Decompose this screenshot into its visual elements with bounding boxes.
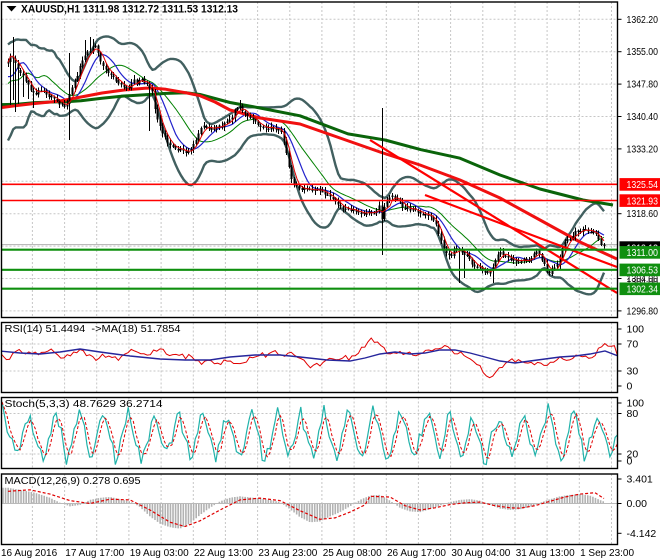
svg-text:1340.40: 1340.40 — [627, 111, 659, 123]
svg-text:1306.53: 1306.53 — [627, 265, 659, 277]
svg-text:1321.93: 1321.93 — [627, 195, 659, 207]
svg-text:1333.20: 1333.20 — [627, 143, 659, 155]
svg-text:1362.20: 1362.20 — [627, 14, 659, 26]
svg-text:1296.80: 1296.80 — [627, 305, 659, 317]
svg-text:1302.34: 1302.34 — [627, 284, 659, 296]
svg-text:1 Sep 23:00: 1 Sep 23:00 — [580, 548, 634, 559]
svg-text:16 Aug 2016: 16 Aug 2016 — [1, 548, 58, 559]
svg-text:0: 0 — [627, 381, 633, 393]
svg-text:23 Aug 23:00: 23 Aug 23:00 — [258, 548, 317, 559]
svg-text:1325.54: 1325.54 — [627, 179, 659, 191]
svg-text:80: 80 — [627, 408, 639, 420]
svg-text:25 Aug 08:00: 25 Aug 08:00 — [323, 548, 382, 559]
svg-text:0: 0 — [627, 456, 633, 468]
svg-text:31 Aug 13:00: 31 Aug 13:00 — [516, 548, 575, 559]
svg-text:20: 20 — [627, 449, 639, 461]
svg-text:17 Aug 17:00: 17 Aug 17:00 — [65, 548, 124, 559]
svg-text:70: 70 — [627, 339, 639, 351]
svg-text:0.00: 0.00 — [627, 498, 648, 510]
svg-text:22 Aug 13:00: 22 Aug 13:00 — [194, 548, 253, 559]
svg-text:30: 30 — [627, 366, 639, 378]
svg-text:XAUUSD,H1 1311.98 1312.72 131: XAUUSD,H1 1311.98 1312.72 1311.53 1312.1… — [21, 4, 238, 16]
svg-text:1355.00: 1355.00 — [627, 46, 659, 58]
svg-text:1311.00: 1311.00 — [627, 247, 659, 259]
svg-text:-4.142: -4.142 — [627, 528, 657, 540]
svg-text:MACD(12,26,9) 0.278 0.695: MACD(12,26,9) 0.278 0.695 — [5, 476, 141, 487]
svg-text:1318.60: 1318.60 — [627, 208, 659, 220]
svg-text:RSI(14) 51.4494 ->MA(18) 51.7: RSI(14) 51.4494 ->MA(18) 51.7854 — [5, 324, 181, 335]
svg-text:Stoch(5,3,3) 48.7629 36.2714: Stoch(5,3,3) 48.7629 36.2714 — [5, 399, 164, 410]
svg-text:26 Aug 17:00: 26 Aug 17:00 — [387, 548, 446, 559]
svg-text:100: 100 — [627, 324, 645, 336]
svg-text:100: 100 — [627, 398, 645, 410]
svg-text:3.401: 3.401 — [627, 474, 653, 486]
svg-text:30 Aug 04:00: 30 Aug 04:00 — [451, 548, 510, 559]
svg-text:19 Aug 03:00: 19 Aug 03:00 — [130, 548, 189, 559]
svg-text:1347.80: 1347.80 — [627, 79, 659, 91]
